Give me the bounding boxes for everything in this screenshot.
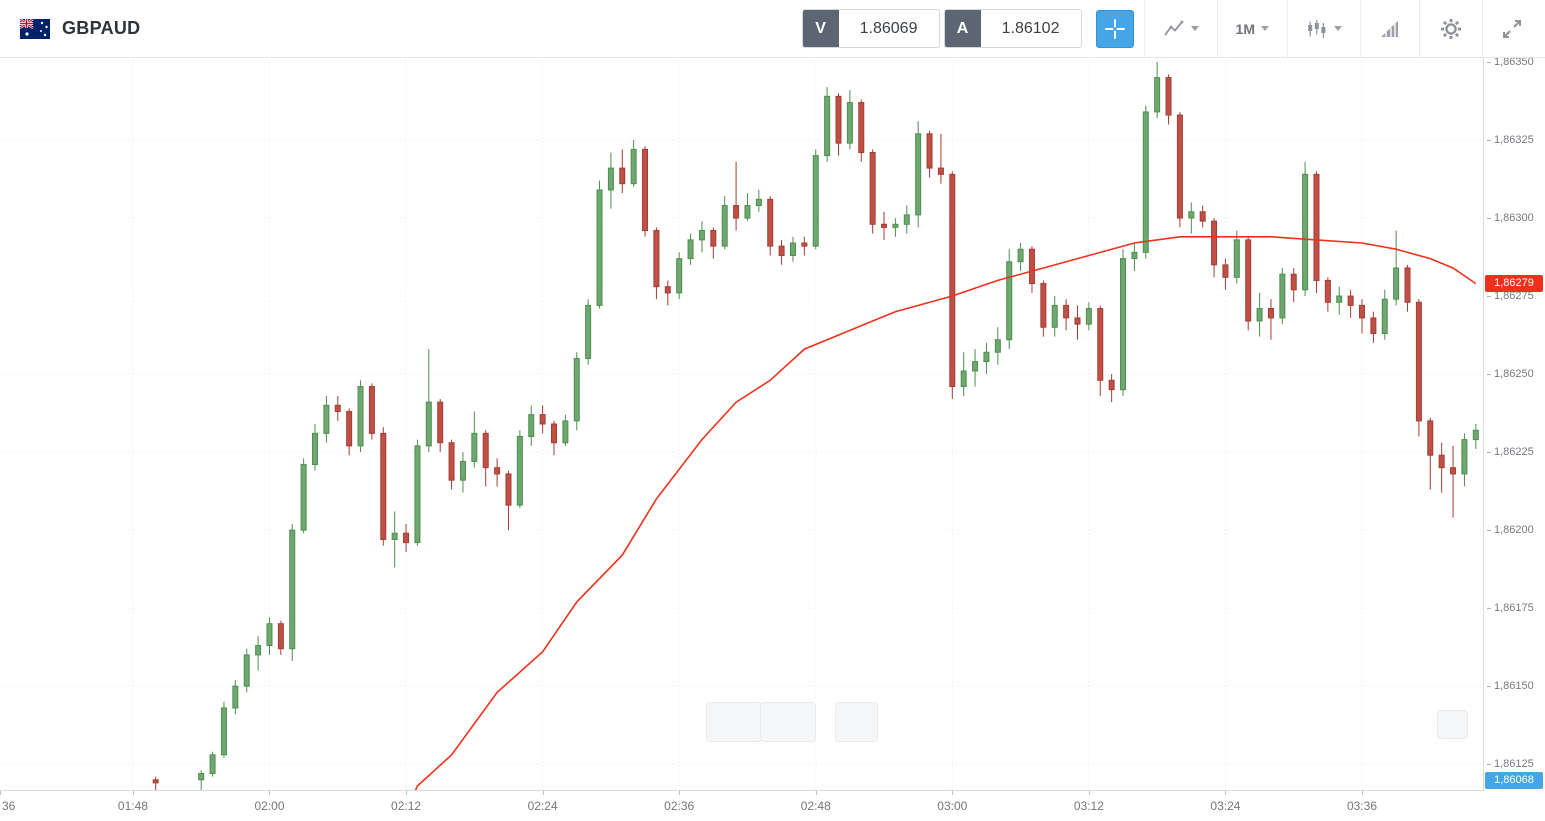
candles-layer (152, 61, 1479, 791)
price-tick-label: 1,86350 (1487, 55, 1534, 69)
price-axis[interactable]: 1,86350 1,86325 1,86300 1,86275 1,86250 1,862… (1483, 55, 1545, 791)
chart-ghost-button-1[interactable] (706, 702, 762, 742)
price-tick-label: 1,86225 (1487, 445, 1534, 459)
symbol-area: GBPAUD (0, 18, 140, 39)
time-tick-mark (0, 791, 1, 795)
time-tick-mark (679, 791, 681, 795)
time-tick-label: 03:24 (1210, 799, 1241, 813)
time-tick-label: 02:24 (527, 799, 558, 813)
fullscreen-button[interactable] (1493, 12, 1531, 46)
time-tick-label: 02:48 (800, 799, 831, 813)
price-tick-label: 1,86125 (1487, 757, 1534, 771)
indicators-button[interactable] (1298, 13, 1350, 45)
candlestick-indicator-icon (1306, 19, 1328, 39)
toolbar-controls: V 1.86069 A 1.86102 (801, 0, 1545, 57)
chart-type-icon (1163, 19, 1185, 39)
timeframe-button[interactable]: 1M (1228, 15, 1277, 43)
fullscreen-expand-icon (1501, 18, 1523, 40)
price-tick-label: 1,86200 (1487, 523, 1534, 537)
gear-icon (1438, 16, 1464, 42)
timeframe-label: 1M (1235, 20, 1255, 37)
time-tick-mark (1088, 791, 1090, 795)
time-axis[interactable]: 36 01:48 02:00 02:12 02:24 02:36 02:48 03:00 03:… (0, 790, 1484, 821)
price-marker-badge: 1,86068 (1485, 772, 1543, 789)
settings-button[interactable] (1430, 10, 1472, 48)
time-tick-mark (1362, 791, 1363, 795)
buy-quote: A 1.86102 (943, 9, 1082, 48)
price-tick-label: 1,86300 (1487, 211, 1534, 225)
gbpaud-flag-icon (20, 18, 50, 39)
sell-quote: V 1.86069 (801, 9, 940, 48)
crosshair-icon (1103, 17, 1127, 41)
time-tick-mark (406, 791, 408, 795)
grid-layer (0, 57, 1484, 791)
time-tick-label: 02:36 (664, 799, 695, 813)
time-tick-label: 01:48 (117, 799, 148, 813)
price-tick-label: 1,86175 (1487, 601, 1534, 615)
signal-wedge-icon (1379, 19, 1401, 39)
toolbar: GBPAUD V 1.86069 A 1.86102 (0, 0, 1545, 58)
chevron-down-icon (1334, 26, 1342, 31)
toolbar-separator (1216, 0, 1218, 57)
scroll-to-realtime-button[interactable] (1437, 710, 1468, 739)
toolbar-separator (1360, 0, 1361, 57)
chevron-down-icon (1261, 26, 1269, 31)
time-tick-mark (815, 791, 817, 795)
time-tick-label: 36 (2, 799, 16, 813)
price-marker-badge: 1,86279 (1485, 275, 1543, 293)
time-tick-label: 03:12 (1073, 799, 1104, 813)
time-tick-label: 03:00 (937, 799, 968, 813)
symbol-title: GBPAUD (62, 18, 141, 38)
sell-price: 1.86069 (859, 19, 918, 37)
time-tick-label: 02:00 (254, 799, 285, 813)
time-tick-mark (1225, 791, 1227, 795)
chart-area: 1,86350 1,86325 1,86300 1,86275 1,86250 1,862… (0, 55, 1545, 821)
time-tick-mark (952, 791, 954, 795)
buy-button[interactable]: A (944, 10, 981, 47)
toolbar-separator (1419, 0, 1420, 57)
buy-price: 1.86102 (1001, 19, 1060, 37)
time-tick-label: 02:12 (391, 799, 422, 813)
moving-average-line (414, 236, 1477, 791)
chart-ghost-button-3[interactable] (835, 702, 878, 742)
chart-type-button[interactable] (1155, 13, 1207, 45)
toolbar-separator (1287, 0, 1288, 57)
time-tick-mark (542, 791, 544, 795)
crosshair-button[interactable] (1095, 9, 1134, 48)
time-tick-label: 03:36 (1346, 799, 1378, 813)
time-tick-mark (132, 791, 134, 795)
chart-ghost-button-2[interactable] (760, 702, 816, 742)
price-tick-label: 1,86150 (1487, 679, 1534, 693)
signal-button[interactable] (1371, 13, 1409, 45)
candlestick-chart[interactable] (0, 57, 1484, 791)
chevron-down-icon (1190, 26, 1199, 31)
toolbar-separator (1143, 0, 1145, 57)
price-tick-label: 1,86250 (1487, 367, 1534, 381)
price-tick-label: 1,86325 (1487, 133, 1534, 147)
sell-button[interactable]: V (802, 10, 839, 47)
toolbar-separator (1482, 0, 1483, 57)
price-tick-label: 1,86275 (1487, 289, 1534, 303)
time-tick-mark (269, 791, 271, 795)
